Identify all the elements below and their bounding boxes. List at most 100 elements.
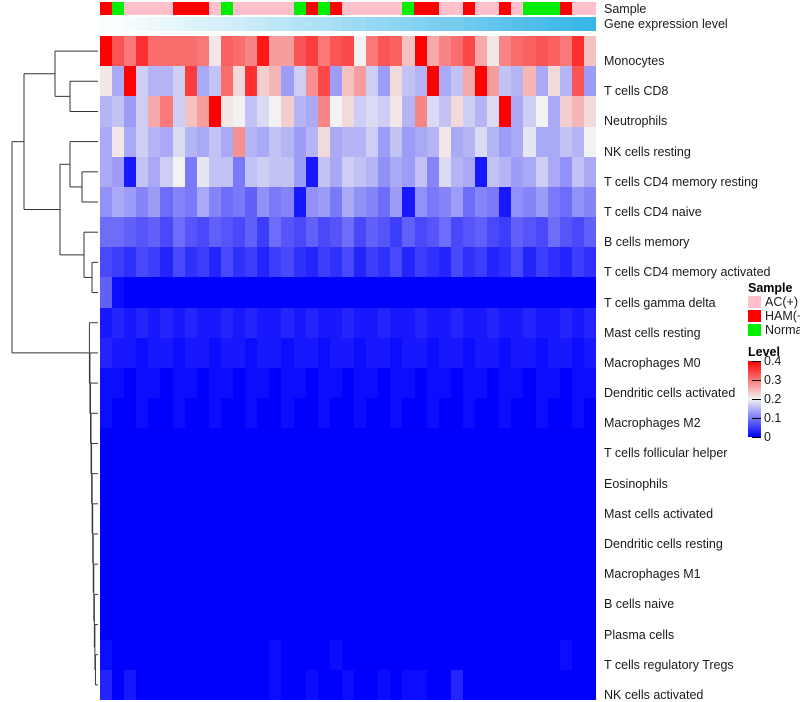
sample-legend-items: AC(+)HAM(+)Normal [748, 295, 800, 337]
heatmap-cell [571, 337, 584, 368]
heatmap-cell [354, 217, 367, 248]
heatmap-cell [402, 639, 415, 670]
heatmap-cell [305, 36, 318, 67]
heatmap-cell [523, 549, 536, 580]
heatmap-cell [366, 307, 379, 338]
heatmap-cell [245, 277, 258, 308]
heatmap-cell [354, 96, 367, 127]
heatmap-cell [402, 247, 415, 278]
heatmap-cell [547, 156, 560, 187]
sample-annotation-cell [438, 2, 451, 15]
row-label: T cells gamma delta [604, 295, 716, 310]
heatmap-cell [269, 36, 282, 67]
heatmap-cell [184, 156, 197, 187]
heatmap-cell [499, 126, 512, 157]
heatmap-cell [414, 428, 427, 459]
heatmap-cell [329, 428, 342, 459]
heatmap-cell [499, 549, 512, 580]
heatmap-cell [148, 277, 161, 308]
heatmap-cell [571, 247, 584, 278]
heatmap-cell [341, 126, 355, 157]
heatmap-cell [462, 669, 476, 700]
heatmap-cell [487, 518, 500, 550]
heatmap-cell [341, 217, 355, 248]
heatmap-cell [559, 186, 572, 218]
heatmap-cell [305, 518, 318, 550]
heatmap-cell [220, 669, 234, 700]
heatmap-cell [148, 579, 161, 610]
sample-annotation-cell [414, 2, 427, 15]
heatmap-cell [160, 36, 173, 67]
heatmap-cell [172, 579, 185, 610]
heatmap-cell [487, 398, 500, 429]
heatmap-cell [233, 126, 246, 157]
heatmap-cell [112, 579, 125, 610]
heatmap-cell [462, 518, 476, 550]
heatmap-cell [233, 66, 246, 97]
sample-legend-item: Normal [748, 323, 800, 337]
sample-annotation-cell [450, 2, 463, 15]
heatmap-cell [136, 579, 149, 610]
heatmap-cell [100, 186, 113, 218]
heatmap-cell [257, 639, 270, 670]
heatmap-cell [269, 549, 282, 580]
heatmap-cell [208, 549, 221, 580]
heatmap-cell [390, 669, 403, 700]
heatmap-cell [257, 518, 270, 550]
heatmap-cell [136, 428, 149, 459]
heatmap-cell [208, 36, 221, 67]
heatmap-cell [535, 186, 548, 218]
heatmap-cell [354, 488, 367, 519]
heatmap-cell [305, 488, 318, 519]
sample-annotation-cell [366, 2, 379, 15]
heatmap-cell [317, 277, 330, 308]
heatmap-cell [475, 639, 488, 670]
heatmap-cell [100, 518, 113, 550]
heatmap-cell [293, 549, 306, 580]
heatmap-cell [160, 609, 173, 640]
heatmap-cell [184, 307, 197, 338]
heatmap-cell [269, 66, 282, 97]
gene-expression-annotation-cell [208, 17, 221, 31]
heatmap-cell [196, 337, 209, 368]
heatmap-cell [317, 398, 330, 429]
heatmap-cell [112, 36, 125, 67]
sample-annotation-cell [184, 2, 197, 15]
heatmap-cell [547, 669, 560, 700]
heatmap-cell [293, 579, 306, 610]
heatmap-cell [172, 217, 185, 248]
heatmap-cell [184, 277, 197, 308]
heatmap-cell [354, 126, 367, 157]
heatmap-cell [426, 156, 439, 187]
heatmap-cell [414, 549, 427, 580]
heatmap-cell [341, 549, 355, 580]
heatmap-cell [450, 156, 463, 187]
heatmap-cell [583, 579, 596, 610]
heatmap-cell [571, 307, 584, 338]
heatmap-cell [390, 458, 403, 489]
heatmap-cell [414, 126, 427, 157]
heatmap-cell [148, 66, 161, 97]
heatmap-cell [208, 367, 221, 399]
heatmap-cell [160, 186, 173, 218]
heatmap-cell [414, 367, 427, 399]
heatmap-cell [257, 66, 270, 97]
heatmap-cell [462, 96, 476, 127]
heatmap-cell [499, 186, 512, 218]
heatmap-cell [233, 186, 246, 218]
heatmap-cell [390, 579, 403, 610]
heatmap-cell [499, 307, 512, 338]
heatmap-cell [499, 458, 512, 489]
heatmap-cell [499, 579, 512, 610]
heatmap-cell [535, 247, 548, 278]
heatmap-cell [378, 488, 391, 519]
heatmap-cell [341, 639, 355, 670]
sample-annotation-cell [341, 2, 354, 15]
heatmap-cell [305, 66, 318, 97]
heatmap-cell [535, 126, 548, 157]
sample-annotation-cell [499, 2, 512, 15]
heatmap-cell [559, 126, 572, 157]
heatmap-cell [559, 337, 572, 368]
row-label: Neutrophils [604, 114, 668, 129]
heatmap-cell [136, 639, 149, 670]
